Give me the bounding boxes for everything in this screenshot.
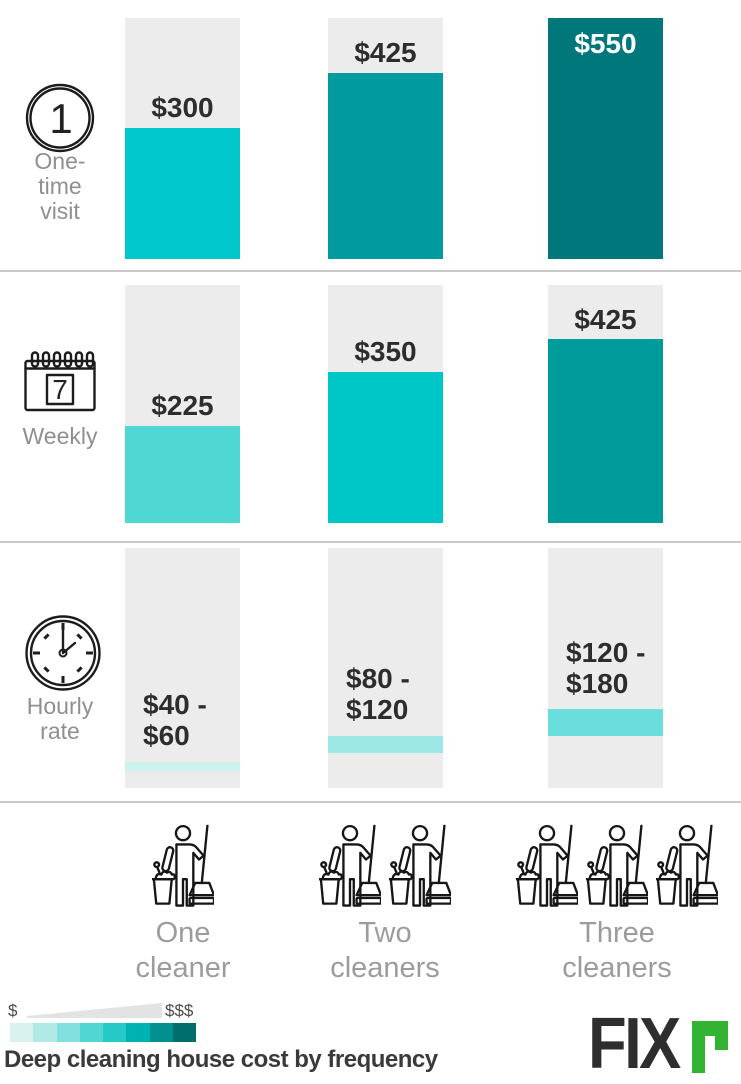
bar-track: $350: [328, 285, 443, 523]
range-bar: [548, 709, 663, 736]
legend-color-scale: [10, 1023, 196, 1042]
cleaner-icon: [586, 823, 648, 911]
svg-text:7: 7: [52, 374, 68, 405]
cleaner-icon: [656, 823, 718, 911]
row-divider: [0, 801, 741, 803]
legend-high-label: $$$: [165, 1001, 194, 1020]
bar: [548, 339, 663, 523]
bar-value-label: $300: [151, 92, 214, 124]
row-label-one-time-visit: One- time visit: [34, 148, 86, 224]
bar-track: $425: [548, 285, 663, 523]
range-bar: [125, 761, 240, 771]
bar: [548, 18, 663, 259]
cleaner-icons-one: [152, 821, 214, 911]
legend-swatch: [79, 1023, 103, 1042]
row-label-hourly-rate: Hourly rate: [26, 693, 94, 744]
price-wedge-icon: [27, 1003, 162, 1018]
bar-track: $425: [328, 18, 443, 259]
calendar-7-icon: 7: [24, 351, 96, 412]
bar: [328, 371, 443, 523]
bar-value-label: $425: [574, 303, 637, 335]
bar-track: $300: [125, 18, 240, 259]
clock-icon: [25, 615, 101, 691]
svg-text:1: 1: [49, 95, 72, 142]
bar-track: $80 - $120: [328, 548, 443, 788]
bar-track: $120 - $180: [548, 548, 663, 788]
bar-value-label: $425: [354, 37, 417, 69]
bar-value-label: $350: [354, 336, 417, 368]
row-divider: [0, 541, 741, 543]
fixr-logo-text: FIX: [588, 1004, 681, 1084]
cleaner-icon: [389, 823, 451, 911]
row-divider: [0, 270, 741, 272]
bar-value-label: $80 - $120: [346, 662, 410, 726]
legend-swatch: [103, 1023, 127, 1042]
legend-swatch: [126, 1023, 150, 1042]
column-label-one-cleaner: One cleaner: [135, 917, 231, 984]
legend-swatch: [10, 1023, 34, 1042]
bar: [125, 127, 240, 259]
cleaner-icon: [516, 823, 578, 911]
cleaner-icon: [319, 823, 381, 911]
legend-swatch: [56, 1023, 80, 1042]
cleaner-icons-three: [516, 821, 718, 911]
fixr-logo-r-icon: [692, 1021, 728, 1073]
range-bar: [328, 735, 443, 754]
cleaner-icons-two: [319, 821, 451, 911]
column-label-two-cleaners: Two cleaners: [330, 917, 440, 984]
bar-track: $550: [548, 18, 663, 259]
chart-title: Deep cleaning house cost by frequency: [4, 1046, 438, 1073]
bar-value-label: $120 - $180: [566, 636, 646, 700]
one-visit-icon: 1: [25, 83, 95, 153]
bar: [125, 425, 240, 523]
bar-value-label: $550: [574, 28, 637, 59]
column-label-three-cleaners: Three cleaners: [562, 917, 672, 984]
bar-value-label: $225: [151, 390, 214, 422]
legend-swatch: [33, 1023, 57, 1042]
bar-track: $40 - $60: [125, 548, 240, 788]
bar-value-label: $40 - $60: [143, 689, 207, 752]
bar: [328, 72, 443, 259]
legend-swatch: [172, 1023, 196, 1042]
legend-swatch: [149, 1023, 173, 1042]
cleaner-icon: [152, 823, 214, 911]
legend-low-label: $: [8, 1001, 18, 1020]
bar-track: $225: [125, 285, 240, 523]
row-label-weekly: Weekly: [22, 423, 98, 449]
